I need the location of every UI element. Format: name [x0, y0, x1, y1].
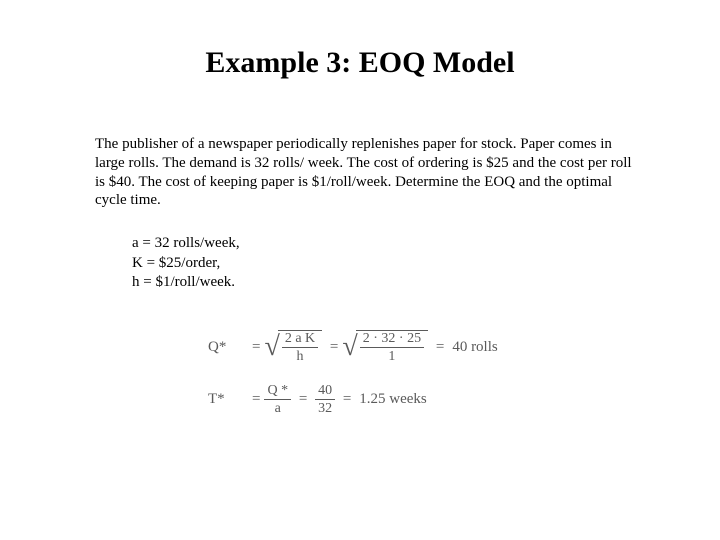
- problem-statement: The publisher of a newspaper periodicall…: [95, 135, 635, 210]
- equals-sign: =: [326, 339, 338, 356]
- t-frac2-num: 40: [315, 383, 335, 400]
- formula-t: T* = Q * a = 40 32 = 1.25 weeks: [208, 383, 498, 417]
- q-frac1: 2 a K h: [282, 331, 318, 365]
- formula-q: Q* = √ 2 a K h = √ 2 · 32 · 25 1: [208, 330, 498, 365]
- sqrt-numeric: √ 2 · 32 · 25 1: [342, 330, 428, 365]
- t-lhs: T*: [208, 391, 248, 408]
- given-values: a = 32 rolls/week, K = $25/order, h = $1…: [132, 234, 240, 293]
- equals-sign: =: [339, 391, 351, 408]
- q-frac1-num: 2 a K: [282, 331, 318, 348]
- formula-block: Q* = √ 2 a K h = √ 2 · 32 · 25 1: [208, 330, 498, 435]
- equals-sign: =: [432, 339, 444, 356]
- given-k: K = $25/order,: [132, 254, 240, 274]
- equals-sign: =: [252, 391, 260, 408]
- t-frac2: 40 32: [315, 383, 335, 417]
- t-frac1-den: a: [272, 400, 284, 416]
- given-a: a = 32 rolls/week,: [132, 234, 240, 254]
- t-frac1-num: Q *: [264, 383, 291, 400]
- equals-sign: =: [295, 391, 311, 408]
- slide-title: Example 3: EOQ Model: [0, 46, 720, 80]
- slide: Example 3: EOQ Model The publisher of a …: [0, 0, 720, 540]
- q-frac1-den: h: [294, 348, 307, 364]
- q-frac2-den: 1: [385, 348, 398, 364]
- t-frac1: Q * a: [264, 383, 291, 417]
- given-h: h = $1/roll/week.: [132, 273, 240, 293]
- t-frac2-den: 32: [315, 400, 335, 416]
- t-result: 1.25 weeks: [359, 391, 427, 408]
- q-frac2-num: 2 · 32 · 25: [360, 331, 424, 348]
- q-result: 40 rolls: [452, 339, 497, 356]
- q-lhs: Q*: [208, 339, 248, 356]
- sqrt-symbolic: √ 2 a K h: [264, 330, 322, 365]
- equals-sign: =: [252, 339, 260, 356]
- q-frac2: 2 · 32 · 25 1: [360, 331, 424, 365]
